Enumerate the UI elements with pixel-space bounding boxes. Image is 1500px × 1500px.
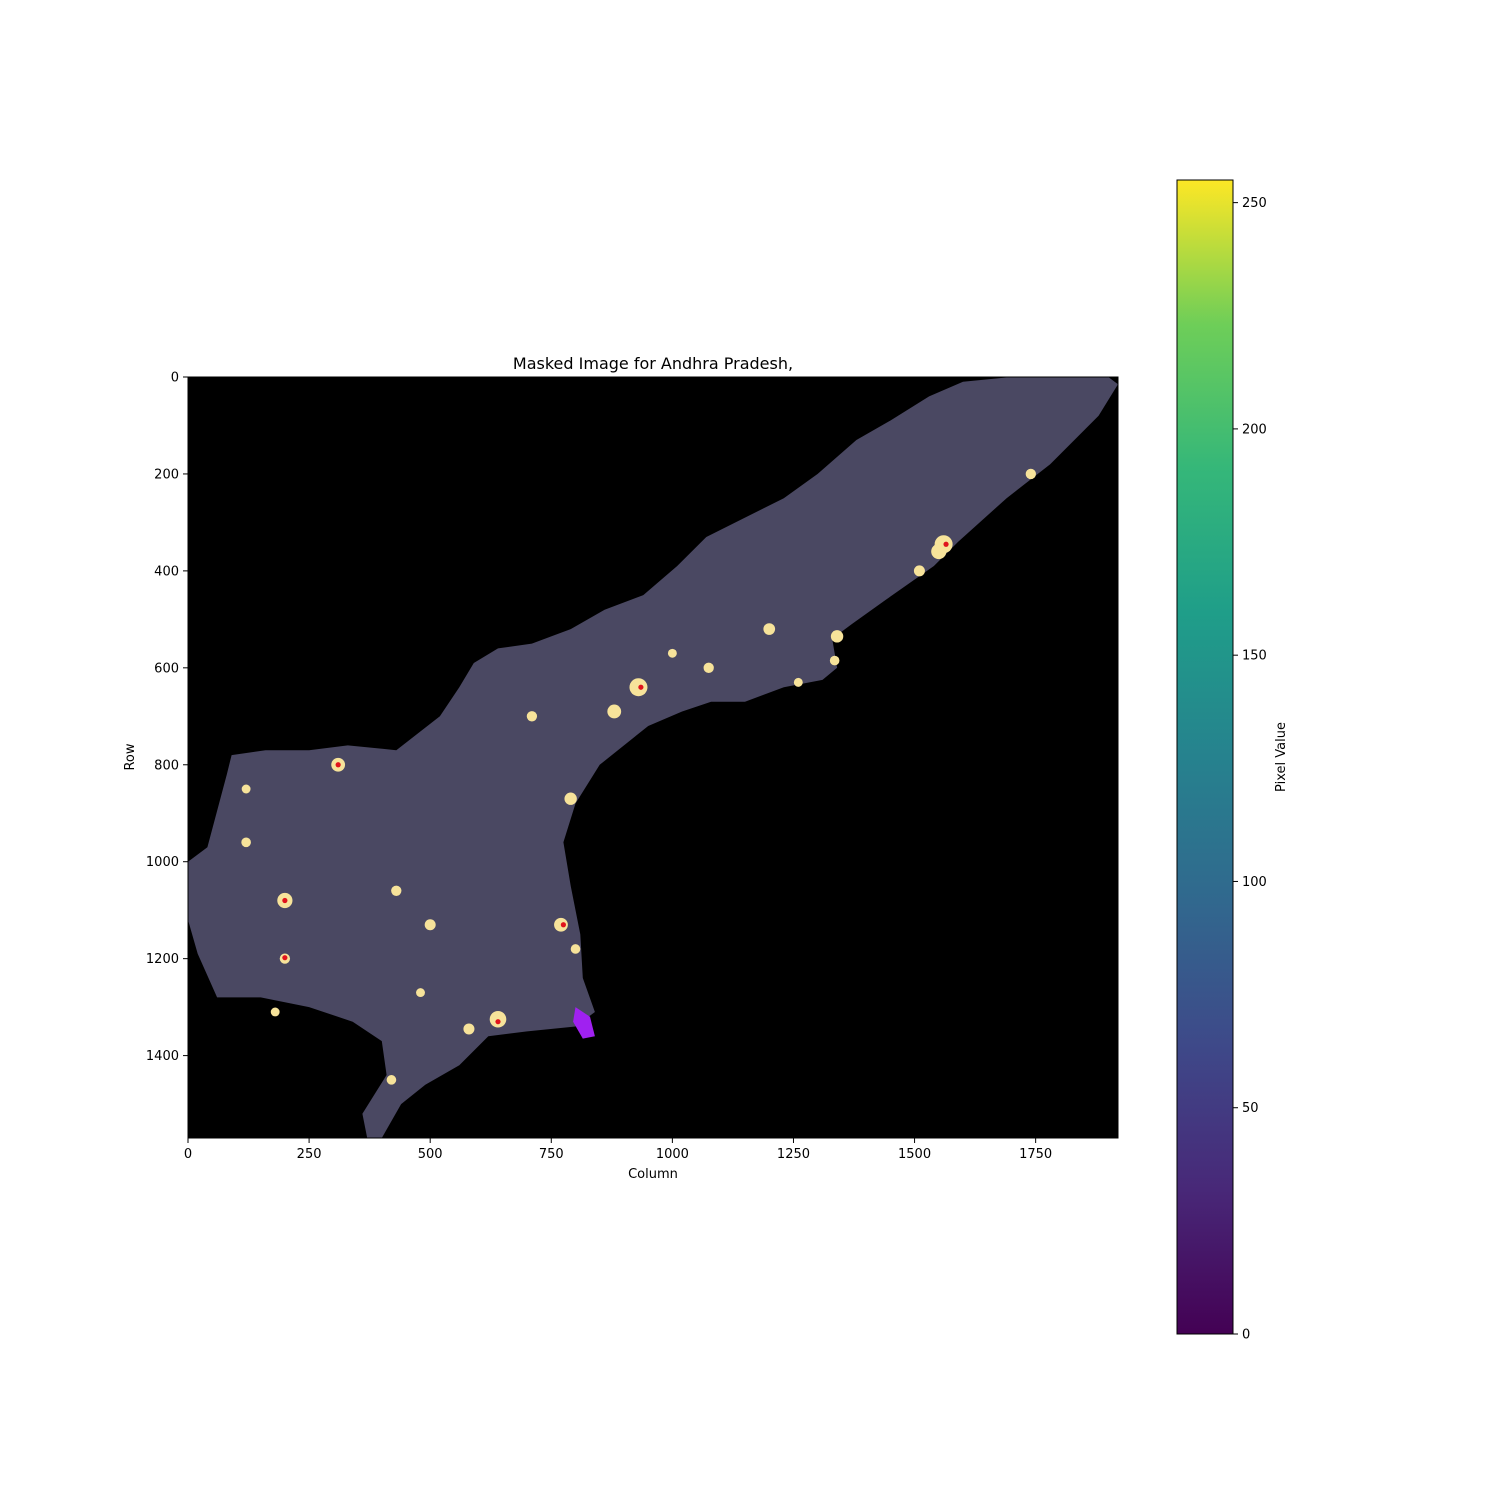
x-tick-label: 1500 [898, 1147, 931, 1162]
y-axis-title: Row [123, 743, 138, 770]
colorbar-tick-label: 150 [1242, 649, 1267, 664]
chart-title: Masked Image for Andhra Pradesh, [513, 354, 793, 373]
x-axis: 0 250 500 750 1000 1250 1500 1750 [184, 1138, 1052, 1162]
bright-core [560, 922, 566, 928]
y-tick-label: 400 [154, 564, 179, 579]
map-layer [188, 377, 1118, 1138]
colorbar-tick-label: 50 [1242, 1101, 1259, 1116]
urban-hotspot [463, 1023, 475, 1035]
bright-core [638, 684, 644, 690]
urban-hotspot [570, 944, 581, 954]
bright-core [282, 955, 288, 961]
urban-hotspot [391, 885, 402, 896]
x-tick-label: 750 [539, 1147, 564, 1162]
x-tick-label: 1000 [656, 1147, 689, 1162]
y-tick-label: 200 [154, 467, 179, 482]
masked-patch [573, 1007, 595, 1039]
urban-hotspot [667, 648, 677, 658]
x-axis-title: Column [628, 1167, 678, 1182]
urban-hotspot [830, 630, 844, 643]
colorbar-tick-label: 100 [1242, 875, 1267, 890]
x-tick-label: 250 [297, 1147, 322, 1162]
plot-frame [187, 376, 1119, 1139]
urban-hotspot [270, 1007, 280, 1017]
urban-hotspot [526, 711, 538, 722]
x-tick-label: 1250 [777, 1147, 810, 1162]
urban-hotspot [703, 662, 714, 673]
colorbar-tick-label: 200 [1242, 422, 1267, 437]
x-tick-label: 500 [418, 1147, 443, 1162]
x-tick-label: 1750 [1019, 1147, 1052, 1162]
y-tick-label: 0 [171, 371, 179, 386]
y-tick-label: 600 [154, 661, 179, 676]
urban-hotspot [241, 784, 251, 794]
colorbar-tick-label: 250 [1242, 196, 1267, 211]
colorbar-axis: 0 50 100 150 200 250 [1233, 196, 1267, 1343]
urban-hotspot [829, 655, 840, 666]
bright-core [495, 1019, 501, 1025]
urban-hotspot [416, 988, 425, 998]
x-tick-label: 0 [184, 1147, 192, 1162]
urban-hotspot [793, 677, 803, 687]
urban-light-layer [241, 468, 1036, 1085]
y-axis: 0 200 400 600 800 1000 1200 1400 [146, 371, 188, 1064]
urban-hotspot [386, 1075, 397, 1085]
region-land-mask [188, 377, 1118, 1138]
y-tick-label: 1400 [146, 1049, 179, 1064]
urban-hotspot [763, 623, 776, 635]
y-tick-label: 1000 [146, 855, 179, 870]
urban-hotspot [241, 837, 251, 848]
colorbar-tick-label: 0 [1242, 1328, 1250, 1343]
brightest-core-layer [282, 541, 949, 1025]
y-tick-label: 1200 [146, 952, 179, 967]
bright-core [282, 897, 288, 904]
bright-core [335, 762, 341, 768]
urban-hotspot [607, 704, 622, 719]
bright-core [943, 541, 949, 547]
y-tick-label: 800 [154, 758, 179, 773]
urban-hotspot [931, 543, 947, 560]
urban-hotspot [424, 919, 436, 931]
colorbar [1176, 179, 1234, 1335]
urban-hotspot [1025, 468, 1036, 480]
urban-hotspot [564, 792, 577, 805]
colorbar-label: Pixel Value [1274, 722, 1289, 792]
urban-hotspot [913, 565, 925, 577]
